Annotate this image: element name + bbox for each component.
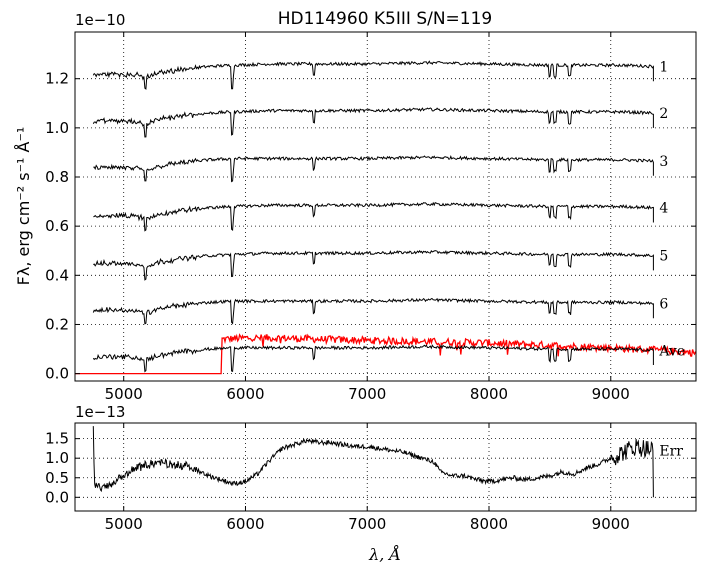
y-tick-label: 0.4 bbox=[45, 266, 69, 284]
curve-label: 4 bbox=[659, 201, 668, 217]
x-tick-label: 8000 bbox=[470, 385, 508, 403]
spectrum-line-5 bbox=[93, 249, 654, 281]
x-tick-label: 5000 bbox=[105, 385, 143, 403]
spectrum-line-6 bbox=[92, 297, 654, 325]
error-plot-frame bbox=[74, 422, 697, 512]
x-axis-label: λ, Å bbox=[368, 544, 401, 564]
y-tick-label: 1.0 bbox=[45, 119, 69, 137]
spectrum-line-1 bbox=[92, 60, 654, 90]
flux-y-axis-label: Fλ, erg cm⁻² s⁻¹ Å⁻¹ bbox=[14, 127, 33, 286]
x-tick-label: 7000 bbox=[348, 515, 386, 533]
flux-spectra-panel: 5000 6000 7000 8000 9000 0.0 0.2 0.4 0.6 0.8 1.0 1… bbox=[14, 9, 697, 403]
flux-plot-frame bbox=[74, 31, 697, 382]
y-tick-label: 0.5 bbox=[45, 469, 69, 487]
flux-offset-label: 1e−10 bbox=[75, 11, 125, 29]
x-tick-label: 9000 bbox=[592, 385, 630, 403]
spectrum-line-3 bbox=[93, 154, 654, 183]
x-tick-label: 7000 bbox=[348, 385, 386, 403]
spectrum-line-4 bbox=[93, 201, 654, 232]
curve-label: 6 bbox=[659, 297, 668, 313]
curve-label: 1 bbox=[659, 59, 668, 75]
y-tick-label: 1.0 bbox=[45, 449, 69, 467]
flux-y-ticks: 0.0 0.2 0.4 0.6 0.8 1.0 1.2 bbox=[45, 70, 696, 383]
spectrum-line-2 bbox=[92, 107, 654, 138]
y-tick-label: 0.6 bbox=[45, 217, 69, 235]
y-tick-label: 0.0 bbox=[45, 488, 69, 506]
x-tick-label: 6000 bbox=[226, 385, 264, 403]
chart-title: HD114960 K5III S/N=119 bbox=[278, 9, 493, 29]
curve-label: Ave bbox=[658, 343, 685, 359]
spectrum-line-average-overlay bbox=[75, 333, 696, 375]
spectrum-line-ave bbox=[92, 344, 654, 373]
error-grid bbox=[75, 423, 696, 511]
flux-series-group bbox=[75, 60, 696, 375]
y-tick-label: 1.5 bbox=[45, 430, 69, 448]
error-curve-labels: Err bbox=[659, 443, 683, 459]
x-tick-label: 6000 bbox=[226, 515, 264, 533]
curve-label: 3 bbox=[659, 154, 668, 170]
x-tick-label: 8000 bbox=[470, 515, 508, 533]
y-tick-label: 0.2 bbox=[45, 315, 69, 333]
flux-x-ticks: 5000 6000 7000 8000 9000 bbox=[105, 32, 630, 403]
y-tick-label: 1.2 bbox=[45, 70, 69, 88]
plot-area bbox=[92, 426, 654, 498]
error-offset-label: 1e−13 bbox=[75, 403, 125, 421]
curve-label: 5 bbox=[659, 249, 668, 265]
error-panel: 5000 6000 7000 8000 9000 0.00.5 1.01.5 Err 1e… bbox=[45, 403, 697, 564]
error-x-ticks: 5000 6000 7000 8000 9000 bbox=[105, 423, 630, 533]
spectrum-line-err bbox=[92, 426, 654, 498]
curve-label: Err bbox=[659, 443, 683, 459]
y-tick-label: 0.8 bbox=[45, 168, 69, 186]
y-tick-label: 0.0 bbox=[45, 365, 69, 383]
curve-label: 2 bbox=[659, 106, 668, 122]
x-tick-label: 9000 bbox=[592, 515, 630, 533]
error-series-group bbox=[92, 426, 654, 498]
x-tick-label: 5000 bbox=[105, 515, 143, 533]
error-y-ticks: 0.00.5 1.01.5 bbox=[45, 430, 696, 506]
flux-curve-labels: 1 2 3 4 5 6 Ave bbox=[658, 59, 685, 359]
plot-area bbox=[75, 60, 696, 375]
